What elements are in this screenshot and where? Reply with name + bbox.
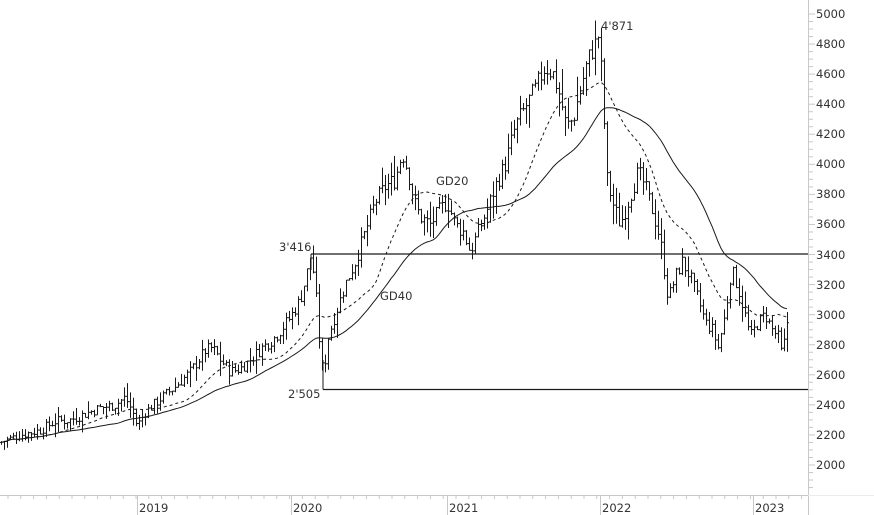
y-tick-label: 4000 (816, 157, 845, 171)
y-tick-label: 4200 (816, 127, 845, 141)
x-tick-label-2019: 2019 (139, 501, 168, 515)
x-tick-label-2022: 2022 (602, 501, 631, 515)
gd40-label: GD40 (380, 289, 412, 303)
y-tick-label: 2800 (816, 338, 845, 352)
y-tick-label: 3200 (816, 278, 845, 292)
y-tick-label: 2600 (816, 368, 845, 382)
y-tick-label: 3000 (816, 308, 845, 322)
x-tick-label-2023: 2023 (755, 501, 784, 515)
x-tick-label-2021: 2021 (449, 501, 478, 515)
resistance-annotation: 3'416 (279, 240, 311, 254)
y-tick-label: 3800 (816, 187, 845, 201)
gd20-moving-average-line (0, 81, 788, 443)
y-axis: 5000 4800 4600 4400 4200 4000 3800 3600 … (808, 0, 845, 515)
x-axis: 2019 2020 2021 2022 2023 (0, 495, 874, 515)
gd40-moving-average-line (0, 107, 788, 443)
y-tick-label: 3400 (816, 248, 845, 262)
y-tick-label: 4600 (816, 67, 845, 81)
y-tick-label: 4800 (816, 37, 845, 51)
x-tick-label-2020: 2020 (293, 501, 322, 515)
y-tick-label: 3600 (816, 217, 845, 231)
ohlc-bars (0, 20, 789, 450)
y-tick-label: 2000 (816, 458, 845, 472)
y-tick-label: 2200 (816, 428, 845, 442)
peak-annotation: 4'871 (601, 19, 633, 33)
support-annotation: 2'505 (288, 387, 320, 401)
gd20-label: GD20 (436, 174, 468, 188)
y-tick-label: 5000 (816, 7, 845, 21)
y-tick-label: 4400 (816, 97, 845, 111)
y-tick-label: 2400 (816, 398, 845, 412)
